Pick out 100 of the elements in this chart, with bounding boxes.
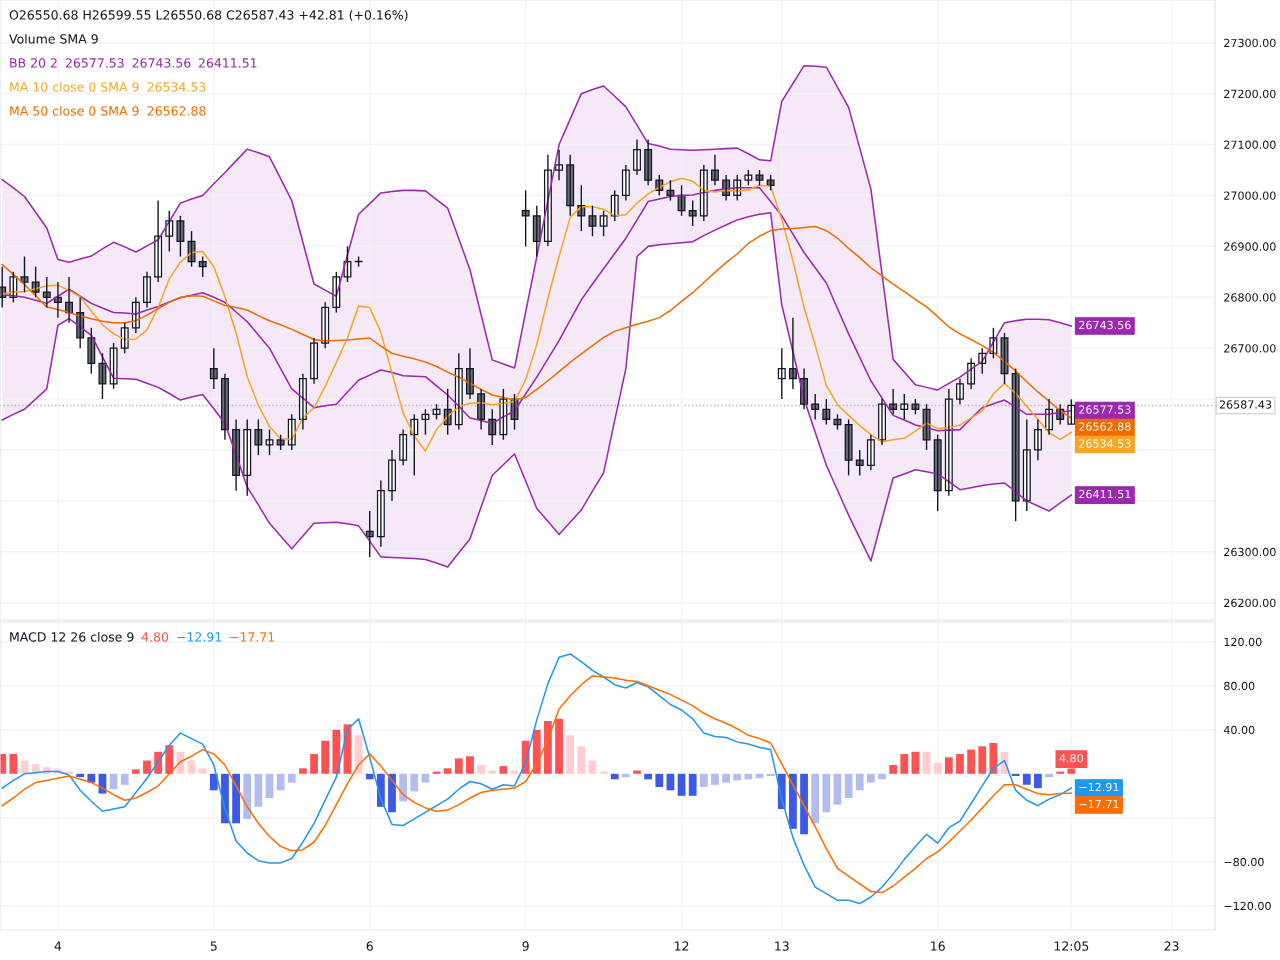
bar bbox=[143, 760, 151, 774]
bar bbox=[699, 773, 708, 787]
bar bbox=[232, 773, 240, 824]
bar bbox=[577, 746, 586, 774]
bar bbox=[287, 773, 296, 783]
y-tick-label: 26300.00 bbox=[1224, 547, 1276, 557]
bar bbox=[466, 756, 474, 774]
y-tick-label: 27100.00 bbox=[1224, 140, 1276, 149]
bar bbox=[499, 766, 508, 774]
bar bbox=[900, 754, 909, 774]
x-tick-label: 23 bbox=[1164, 941, 1179, 951]
bar bbox=[1011, 773, 1020, 776]
bar bbox=[677, 773, 686, 796]
bar bbox=[454, 758, 463, 774]
bar bbox=[633, 770, 641, 774]
bar bbox=[1034, 773, 1042, 789]
bar bbox=[956, 754, 964, 774]
data-label: 26562.88 bbox=[1079, 422, 1131, 431]
bar bbox=[621, 773, 630, 778]
text: −12.91 bbox=[177, 632, 222, 642]
text: 26743.56 bbox=[132, 58, 191, 68]
bar bbox=[198, 768, 207, 774]
x-tick-label: 12:05 bbox=[1054, 941, 1089, 951]
candlestick bbox=[254, 418, 263, 456]
bar bbox=[421, 773, 430, 783]
text: 26534.53 bbox=[147, 82, 206, 92]
bar bbox=[131, 769, 140, 774]
bar bbox=[443, 768, 452, 774]
bar bbox=[9, 754, 18, 774]
bar bbox=[76, 773, 85, 778]
bar bbox=[555, 718, 563, 774]
bar bbox=[911, 751, 920, 774]
x-tick-label: 9 bbox=[522, 941, 529, 951]
y-tick-label: 80.00 bbox=[1224, 681, 1255, 691]
data-label: 26534.53 bbox=[1079, 439, 1131, 448]
text: −17.71 bbox=[230, 632, 275, 642]
y-tick-label: 120.00 bbox=[1224, 637, 1262, 647]
bar bbox=[833, 773, 842, 805]
y-tick-label: −80.00 bbox=[1224, 857, 1264, 867]
bar bbox=[532, 729, 541, 774]
bar bbox=[388, 773, 396, 813]
bar bbox=[310, 754, 318, 774]
bar bbox=[866, 773, 875, 783]
bar bbox=[1056, 771, 1065, 774]
bar bbox=[544, 721, 552, 774]
bar bbox=[120, 773, 129, 785]
bar bbox=[610, 773, 619, 780]
data-label: 26743.56 bbox=[1079, 320, 1131, 330]
bar bbox=[789, 773, 797, 829]
text: BB 20 2 bbox=[10, 58, 57, 68]
candlestick bbox=[588, 204, 597, 237]
text: MA 10 close 0 SMA 9 bbox=[10, 81, 139, 92]
text: MACD 12 26 close 9 bbox=[10, 631, 134, 642]
bar bbox=[855, 773, 864, 791]
bar bbox=[811, 773, 820, 824]
y-tick-label: 27300.00 bbox=[1224, 38, 1276, 48]
bar bbox=[688, 773, 697, 796]
data-label: 26577.53 bbox=[1079, 405, 1131, 414]
y-tick-label: 26900.00 bbox=[1224, 242, 1276, 251]
bar bbox=[644, 773, 653, 780]
y-tick-label: 26200.00 bbox=[1224, 598, 1276, 608]
y-tick-label: 26700.00 bbox=[1224, 344, 1276, 353]
bar bbox=[410, 773, 419, 792]
bar bbox=[243, 773, 252, 819]
x-tick-label: 13 bbox=[775, 941, 789, 951]
y-tick-label: 27000.00 bbox=[1224, 191, 1276, 200]
data-label: 26411.51 bbox=[1079, 489, 1131, 499]
bar bbox=[276, 773, 285, 791]
bar bbox=[989, 743, 998, 774]
bar bbox=[944, 757, 953, 774]
bar bbox=[744, 773, 753, 780]
y-tick-label: 40.00 bbox=[1223, 725, 1255, 735]
text: O26550.68 H26599.55 L26550.68 C26587.43 +42.81 (+0.16%) bbox=[9, 9, 408, 22]
bar bbox=[566, 735, 575, 774]
x-tick-label: 12 bbox=[674, 941, 689, 951]
bar bbox=[933, 762, 942, 774]
x-tick-label: 5 bbox=[210, 941, 217, 951]
annotation: Volume SMA 9 bbox=[9, 33, 98, 44]
bar bbox=[766, 773, 775, 776]
bar bbox=[878, 773, 886, 780]
bar bbox=[711, 773, 719, 785]
bar bbox=[488, 770, 497, 774]
x-tick-label: 16 bbox=[931, 941, 945, 951]
bar bbox=[722, 773, 730, 783]
bar bbox=[800, 773, 808, 835]
text: 26411.51 bbox=[198, 58, 257, 68]
x-tick-label: 6 bbox=[366, 941, 373, 951]
bar bbox=[321, 740, 330, 774]
bar bbox=[844, 773, 853, 798]
bar bbox=[477, 765, 485, 774]
ref-line-label: 26587.43 bbox=[1219, 400, 1272, 409]
bar bbox=[822, 773, 831, 813]
candlestick bbox=[176, 215, 185, 258]
x-tick-label: 4 bbox=[54, 941, 62, 951]
text: 26577.53 bbox=[65, 58, 124, 68]
y-tick-label: −120.00 bbox=[1224, 901, 1271, 911]
text: MA 50 close 0 SMA 9 bbox=[10, 105, 139, 116]
bar bbox=[978, 746, 987, 774]
y-tick-label: 26800.00 bbox=[1224, 293, 1276, 302]
data-label: −12.91 bbox=[1079, 782, 1119, 792]
